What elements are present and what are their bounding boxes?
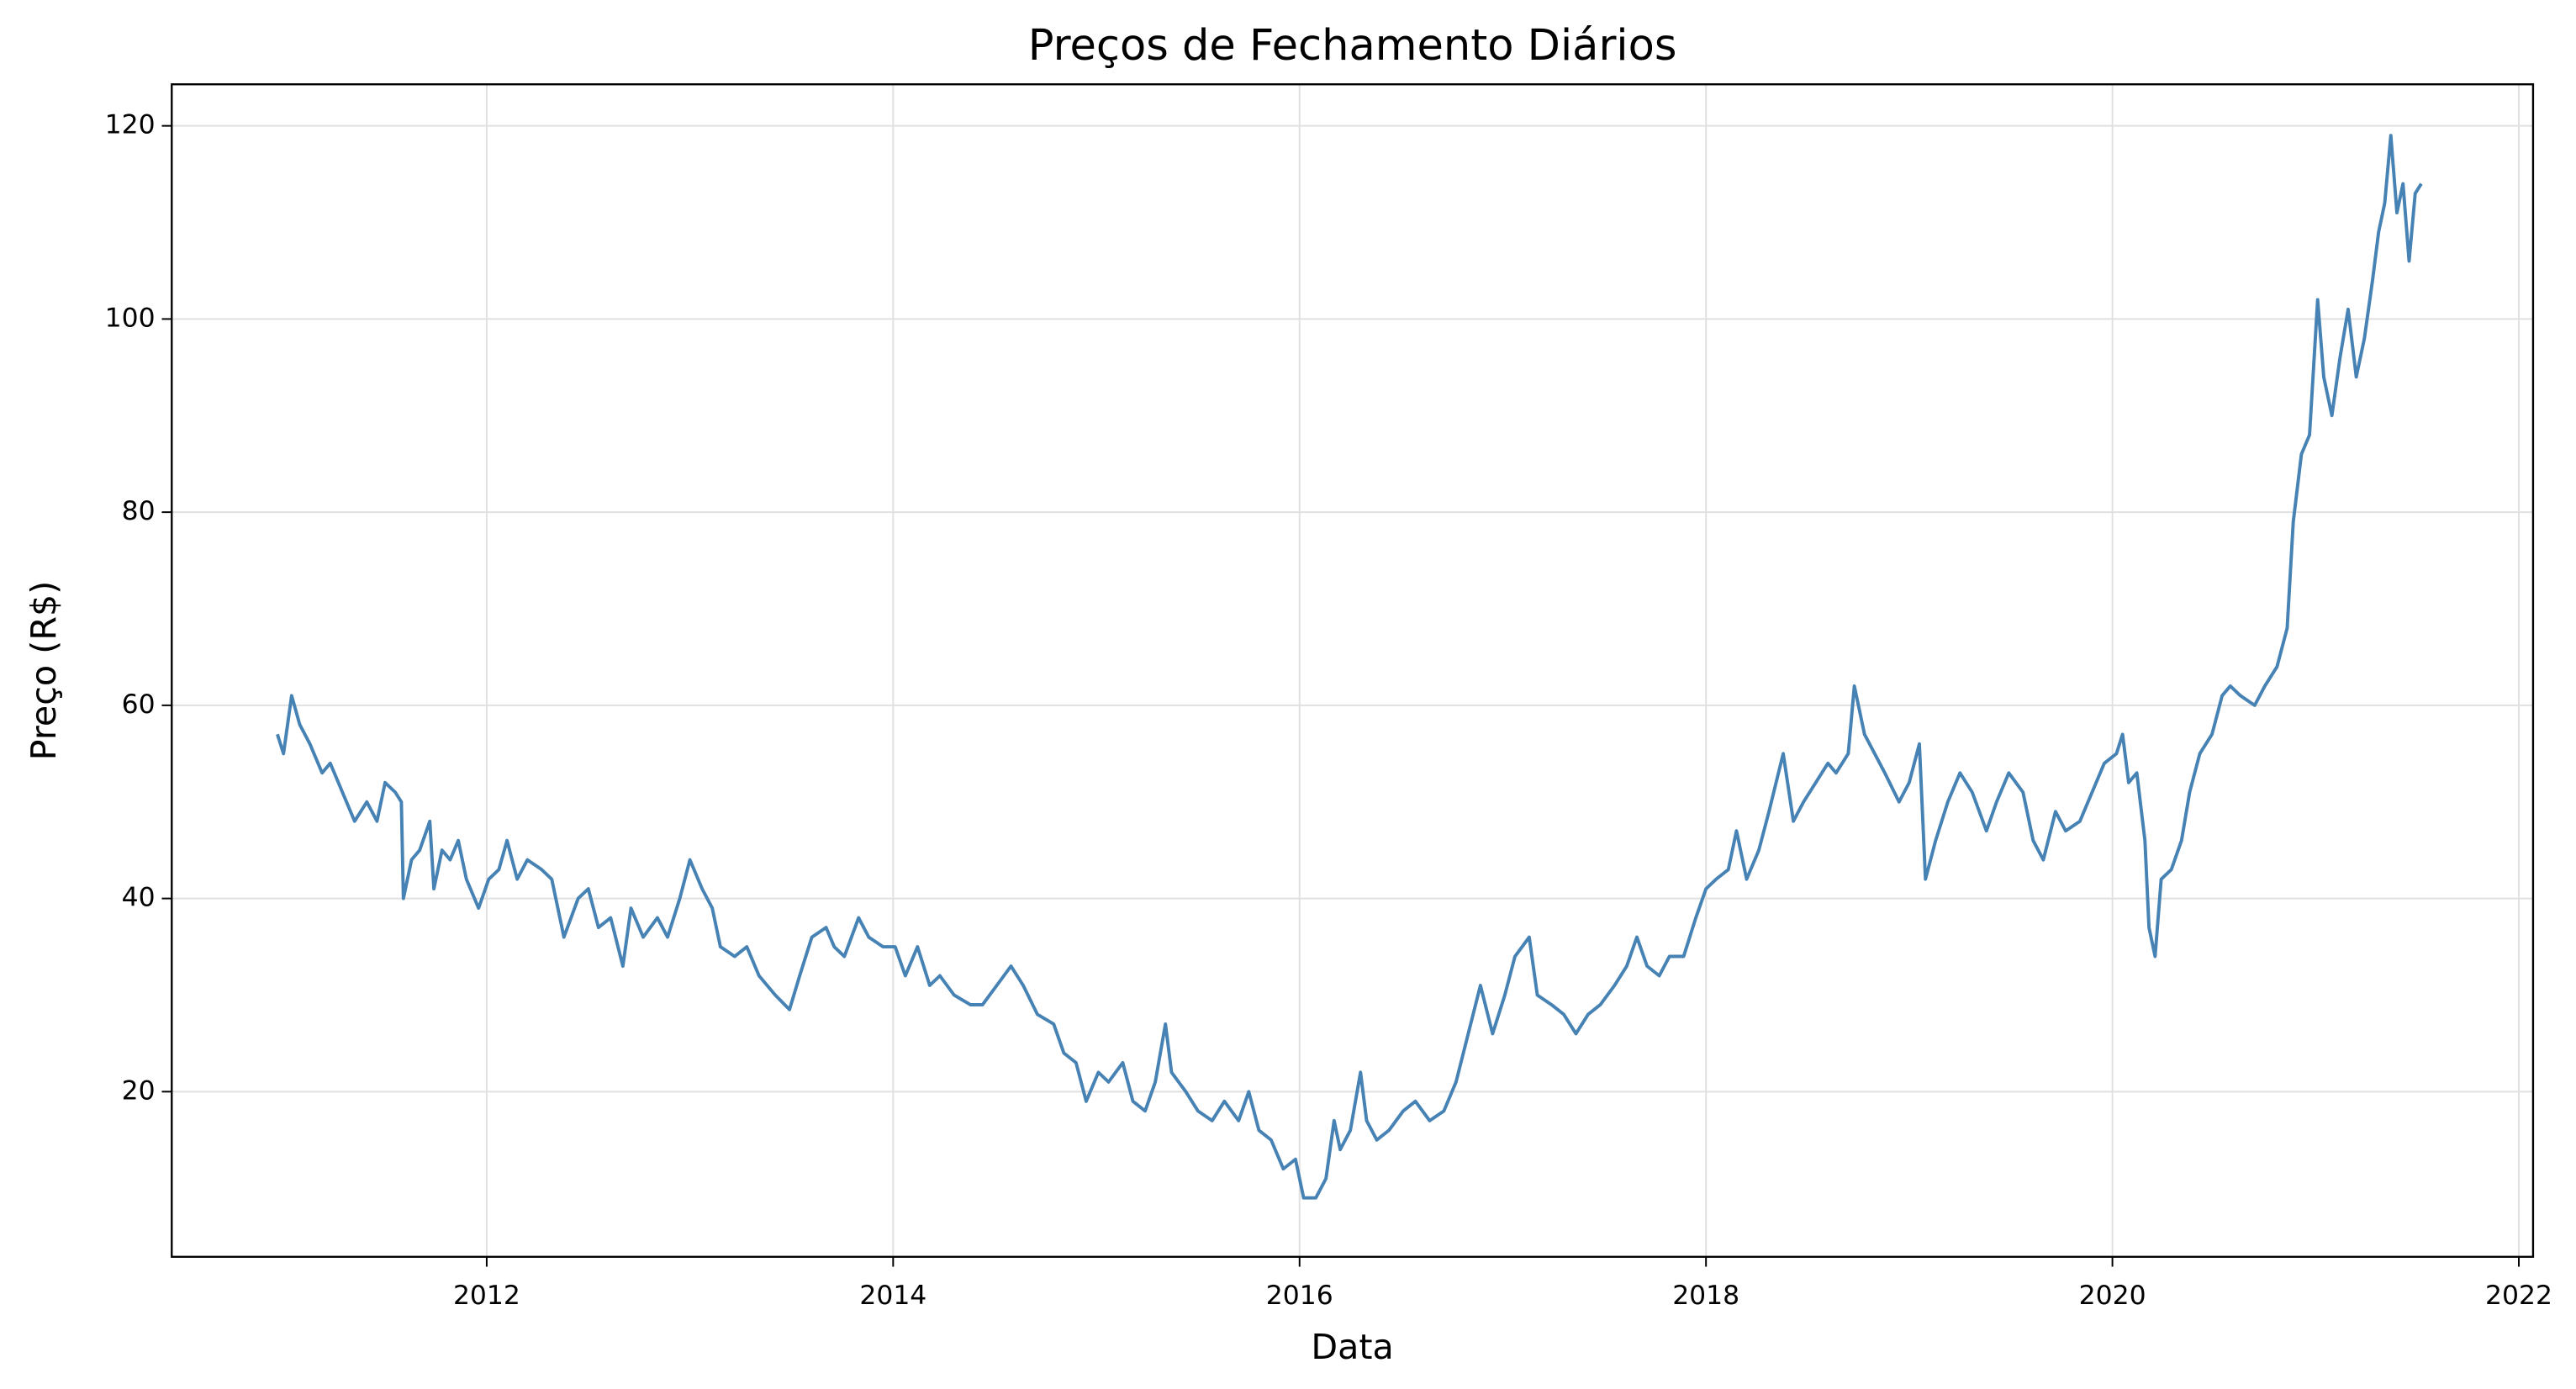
x-tick-label: 2012: [453, 1281, 520, 1311]
x-tick-label: 2016: [1266, 1281, 1333, 1311]
y-tick-label: 120: [105, 110, 156, 140]
plot-frame: [171, 83, 2535, 1258]
price-line: [276, 134, 2423, 1200]
x-tick-label: 2020: [2079, 1281, 2146, 1311]
chart-title: Preços de Fechamento Diários: [1028, 21, 1677, 71]
x-axis-label: Data: [1311, 1327, 1393, 1367]
x-tick-label: 2022: [2485, 1281, 2552, 1311]
y-tick-label: 100: [105, 303, 156, 333]
x-tick-label: 2014: [859, 1281, 926, 1311]
y-axis-label: Preço (R$): [24, 581, 64, 761]
y-tick-label: 20: [122, 1075, 156, 1106]
y-tick-label: 40: [122, 883, 156, 913]
y-tick-label: 60: [122, 689, 156, 720]
y-tick-label: 80: [122, 496, 156, 526]
x-tick-label: 2018: [1672, 1281, 1739, 1311]
